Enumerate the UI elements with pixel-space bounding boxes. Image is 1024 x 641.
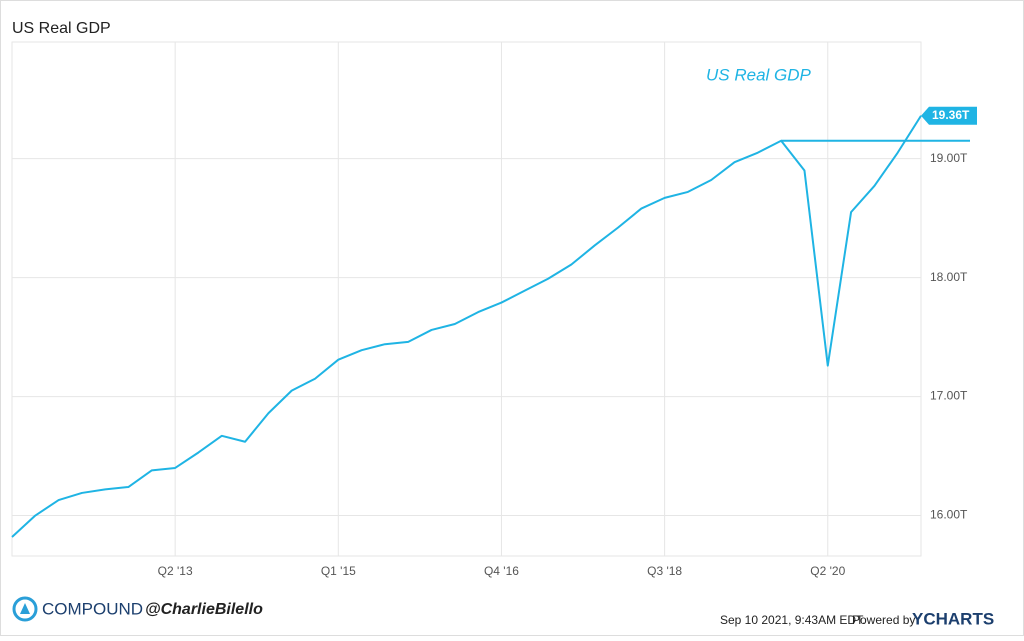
- x-tick-label: Q3 '18: [647, 564, 682, 578]
- handle: @CharlieBilello: [145, 601, 263, 618]
- x-tick-label: Q2 '13: [158, 564, 193, 578]
- series-line: [11, 115, 922, 538]
- logo: [12, 596, 38, 622]
- y-tick-label: 19.00T: [930, 151, 968, 165]
- powered-by: Powered by: [852, 613, 915, 627]
- value-label-box: [921, 106, 977, 125]
- brand: COMPOUND: [42, 599, 143, 618]
- y-tick-label: 18.00T: [930, 270, 968, 284]
- y-tick-label: 17.00T: [930, 389, 968, 403]
- plot-area: [11, 41, 922, 557]
- x-tick-label: Q4 '16: [484, 564, 519, 578]
- provider: YCHARTS: [912, 609, 994, 628]
- value-label: 19.36T: [932, 108, 970, 122]
- x-tick-label: Q2 '20: [810, 564, 845, 578]
- chart-title: US Real GDP: [12, 20, 111, 37]
- x-tick-label: Q1 '15: [321, 564, 356, 578]
- annotation: US Real GDP: [706, 65, 812, 84]
- y-tick-label: 16.00T: [930, 508, 968, 522]
- timestamp: Sep 10 2021, 9:43AM EDT.: [720, 613, 865, 627]
